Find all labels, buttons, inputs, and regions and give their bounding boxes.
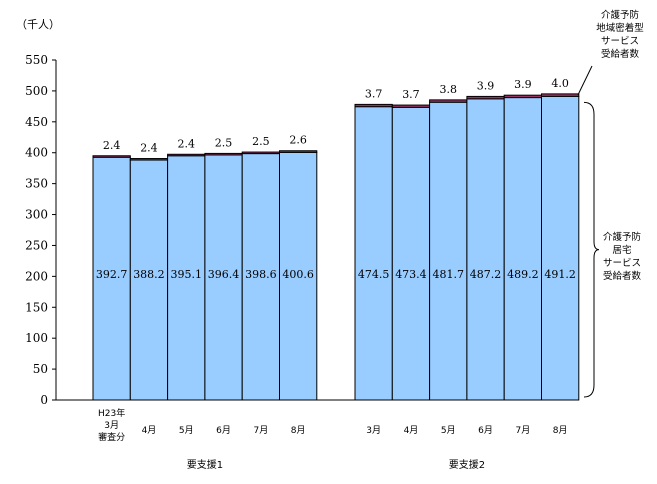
home-value-label: 489.2 (507, 268, 539, 281)
y-tick-label: 200 (25, 269, 48, 283)
legend-home-brace (583, 101, 600, 398)
bar-home (354, 106, 393, 401)
bar-home (466, 98, 505, 401)
home-value-label: 474.5 (358, 268, 390, 281)
home-value-label: 388.2 (133, 268, 165, 281)
community-value-label: 3.7 (365, 87, 383, 100)
legend-community-label: サービス (601, 36, 639, 47)
legend-community-label: 受給者数 (601, 48, 640, 60)
group-label: 要支援1 (187, 458, 223, 471)
category-label: 6月 (216, 425, 231, 436)
y-tick-label: 300 (25, 208, 48, 222)
bar-community (541, 93, 580, 97)
home-value-label: 473.4 (395, 268, 427, 281)
y-tick-label: 350 (25, 177, 48, 191)
bar-community (92, 155, 131, 158)
bar-community (167, 153, 206, 157)
category-label: 7月 (515, 425, 530, 436)
category-label: 3月 (366, 425, 381, 436)
bar-home (279, 151, 318, 401)
home-value-label: 398.6 (245, 268, 277, 281)
bar-community (391, 104, 431, 108)
category-label: 3月 (104, 420, 119, 431)
y-tick-label: 50 (33, 362, 48, 376)
y-tick-label: 150 (25, 300, 48, 314)
y-tick-label: 400 (25, 146, 48, 160)
category-label: 7月 (253, 425, 268, 436)
category-label: H23年 (98, 407, 125, 419)
community-value-label: 2.5 (215, 136, 233, 149)
y-tick-label: 500 (25, 84, 48, 98)
category-label: 5月 (441, 425, 456, 436)
community-value-label: 4.0 (551, 77, 569, 90)
legend-home-label: 居宅 (612, 244, 631, 256)
category-label: 4月 (142, 425, 157, 436)
category-label: 5月 (179, 425, 194, 436)
community-value-label: 2.6 (289, 134, 307, 147)
category-label: 審査分 (98, 431, 125, 443)
community-value-label: 3.7 (402, 88, 420, 101)
home-value-label: 491.2 (544, 268, 576, 281)
y-axis-unit: （千人） (16, 18, 60, 31)
bar-home (391, 106, 431, 401)
home-value-label: 487.2 (470, 268, 502, 281)
community-value-label: 2.4 (103, 139, 121, 152)
bar-community (354, 103, 393, 108)
bar-community (429, 99, 468, 103)
category-label: 6月 (478, 425, 493, 436)
category-label: 8月 (291, 425, 306, 436)
legend-home-label: サービス (603, 258, 641, 269)
community-value-label: 2.4 (178, 137, 196, 150)
bar-home (429, 101, 468, 401)
home-value-label: 396.4 (208, 268, 240, 281)
community-value-label: 2.5 (252, 135, 270, 148)
legend-community-leader (577, 65, 593, 96)
y-tick-label: 550 (25, 53, 48, 67)
home-value-label: 395.1 (171, 268, 203, 281)
y-tick-label: 100 (25, 331, 48, 345)
legend-community-label: 介護予防 (601, 9, 640, 21)
y-tick-label: 250 (25, 238, 48, 252)
category-label: 4月 (404, 425, 419, 436)
category-label: 8月 (553, 425, 568, 436)
legend-community-label: 地域密着型 (596, 22, 644, 34)
bar-community (204, 152, 243, 156)
group-label: 要支援2 (449, 458, 485, 471)
bar-community (466, 95, 505, 100)
y-tick-label: 450 (25, 115, 48, 129)
bar-home (167, 155, 206, 401)
home-value-label: 481.7 (433, 268, 465, 281)
bar-home (503, 97, 543, 401)
home-value-label: 392.7 (96, 268, 128, 281)
community-value-label: 3.9 (514, 78, 532, 91)
community-value-label: 3.8 (440, 83, 458, 96)
community-value-label: 3.9 (477, 79, 495, 92)
community-value-label: 2.4 (140, 142, 158, 155)
legend-home-label: 介護予防 (603, 231, 642, 243)
bar-home (541, 95, 580, 401)
bar-community (241, 151, 280, 155)
bar-community (503, 94, 543, 99)
home-value-label: 400.6 (282, 268, 314, 281)
y-tick-label: 0 (40, 393, 48, 407)
bar-community (129, 158, 169, 161)
legend-home-label: 受給者数 (603, 270, 642, 282)
bar-community (279, 150, 318, 153)
